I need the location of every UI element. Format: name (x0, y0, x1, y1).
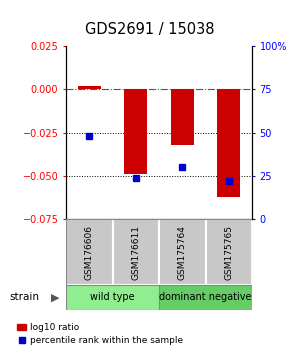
Text: GSM176611: GSM176611 (131, 225, 140, 280)
Bar (78, 86, 101, 89)
Legend: log10 ratio, percentile rank within the sample: log10 ratio, percentile rank within the … (14, 320, 187, 348)
Bar (206, 219, 252, 285)
Bar (159, 285, 252, 310)
Bar (159, 219, 206, 285)
Text: GSM175764: GSM175764 (178, 225, 187, 280)
Bar (124, 89, 147, 175)
Text: GSM175765: GSM175765 (224, 225, 233, 280)
Bar (171, 89, 194, 145)
Text: ▶: ▶ (51, 292, 60, 302)
Text: dominant negative: dominant negative (159, 292, 252, 302)
Text: strain: strain (9, 292, 39, 302)
Text: GDS2691 / 15038: GDS2691 / 15038 (85, 22, 215, 37)
Bar (66, 285, 159, 310)
Text: wild type: wild type (90, 292, 135, 302)
Bar (217, 89, 240, 197)
Bar (66, 219, 112, 285)
Text: GSM176606: GSM176606 (85, 225, 94, 280)
Bar (112, 219, 159, 285)
